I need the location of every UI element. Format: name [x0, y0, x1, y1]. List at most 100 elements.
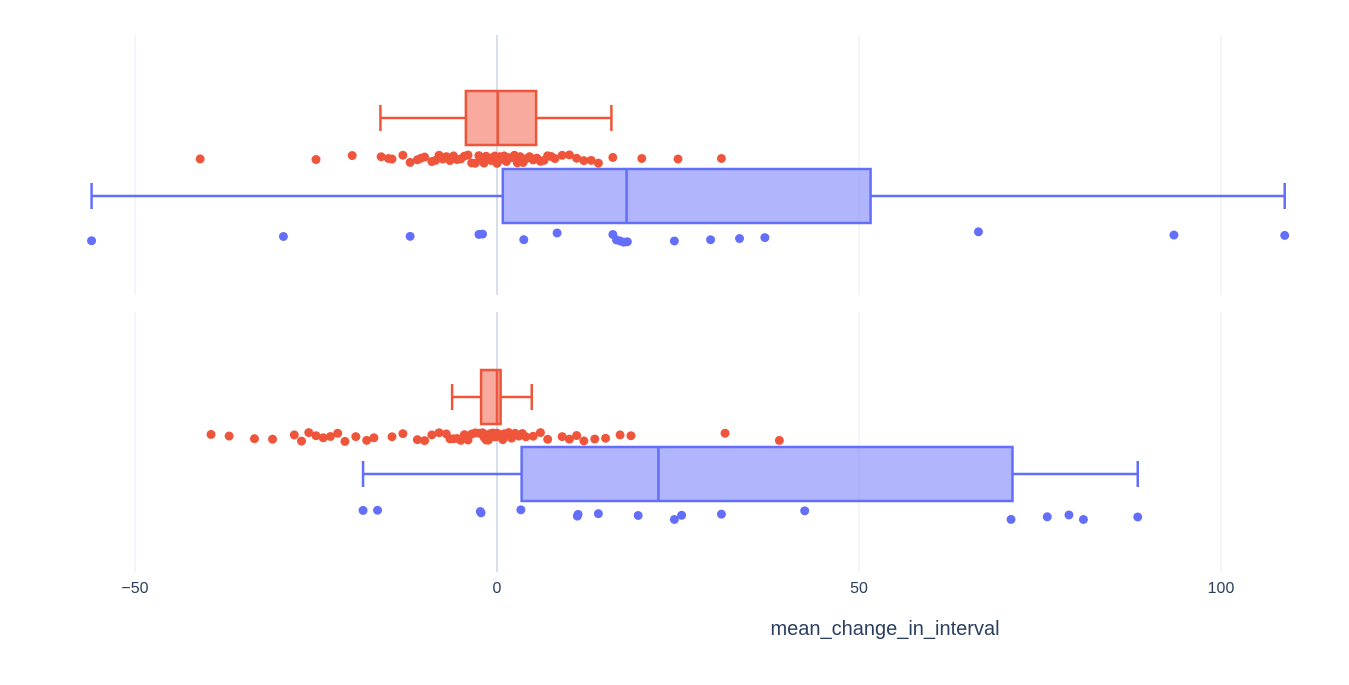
data-point — [362, 435, 372, 445]
data-point — [398, 150, 408, 160]
data-point — [1133, 512, 1143, 522]
data-point — [557, 150, 567, 160]
red-box-trace — [450, 368, 534, 426]
data-point — [405, 231, 415, 241]
data-point — [311, 431, 321, 441]
data-point — [706, 235, 716, 245]
data-point — [579, 436, 589, 446]
data-point — [1006, 514, 1016, 524]
data-point — [573, 509, 583, 519]
data-point — [376, 152, 386, 162]
data-point — [677, 510, 687, 520]
data-point — [552, 228, 562, 238]
x-tick-label: 50 — [850, 580, 868, 597]
x-axis-title: mean_change_in_interval — [770, 618, 999, 640]
data-point — [289, 430, 299, 440]
data-point — [716, 509, 726, 519]
blue-box-trace — [90, 167, 1286, 225]
blue-points — [358, 505, 1143, 524]
data-point — [297, 436, 307, 446]
data-point — [760, 233, 770, 243]
data-point — [622, 237, 632, 247]
data-point — [1169, 230, 1179, 240]
iqr-box — [520, 445, 1014, 503]
red-points — [206, 428, 784, 446]
data-point — [535, 428, 545, 438]
data-point — [311, 155, 321, 165]
blue-points — [87, 227, 1290, 247]
data-point — [412, 435, 422, 445]
blue-box-trace — [361, 445, 1139, 503]
data-point — [1078, 514, 1088, 524]
data-point — [608, 152, 618, 162]
data-point — [333, 428, 343, 438]
data-point — [398, 429, 408, 439]
data-point — [720, 428, 730, 438]
data-point — [593, 509, 603, 519]
data-point — [973, 227, 983, 237]
data-point — [521, 432, 531, 442]
data-point — [735, 234, 745, 244]
data-point — [564, 150, 574, 160]
data-point — [1280, 230, 1290, 240]
data-point — [579, 156, 589, 166]
data-point — [774, 435, 784, 445]
data-point — [550, 154, 560, 164]
red-box-trace — [379, 89, 613, 147]
data-point — [373, 505, 383, 515]
data-point — [800, 506, 810, 516]
data-point — [387, 432, 397, 442]
red-points — [195, 150, 726, 168]
data-point — [716, 153, 726, 163]
grid-layer — [134, 35, 1222, 572]
data-point — [669, 514, 679, 524]
data-point — [434, 428, 444, 438]
data-point — [249, 434, 259, 444]
data-point — [633, 510, 643, 520]
data-point — [1042, 512, 1052, 522]
data-point — [572, 431, 582, 441]
x-tick-label: 0 — [493, 580, 502, 597]
data-point — [476, 508, 486, 518]
data-point — [268, 434, 278, 444]
data-point — [669, 236, 679, 246]
data-point — [626, 431, 636, 441]
data-point — [586, 155, 596, 165]
data-point — [87, 236, 97, 246]
iqr-box — [479, 368, 502, 426]
data-point — [405, 157, 415, 167]
data-point — [543, 434, 553, 444]
data-point — [528, 431, 538, 441]
data-point — [369, 433, 379, 443]
data-point — [593, 158, 603, 168]
data-point — [340, 436, 350, 446]
point-layer — [87, 150, 1290, 524]
data-point — [516, 505, 526, 515]
data-point — [325, 431, 335, 441]
data-point — [463, 150, 473, 160]
data-point — [572, 153, 582, 163]
data-point — [347, 151, 357, 161]
data-point — [304, 428, 314, 438]
data-point — [557, 432, 567, 442]
data-point — [420, 152, 430, 162]
x-axis-ticks: −50 0 50 100 — [121, 580, 1234, 597]
data-point — [564, 434, 574, 444]
data-point — [351, 432, 361, 442]
data-point — [637, 153, 647, 163]
data-point — [195, 154, 205, 164]
data-point — [590, 434, 600, 444]
data-point — [615, 430, 625, 440]
data-point — [519, 235, 529, 245]
data-point — [224, 431, 234, 441]
iqr-box — [501, 167, 872, 225]
data-point — [206, 429, 216, 439]
data-point — [673, 154, 683, 164]
data-point — [1064, 510, 1074, 520]
data-point — [420, 436, 430, 446]
data-point — [470, 158, 480, 168]
x-tick-label: 100 — [1208, 580, 1235, 597]
data-point — [358, 505, 368, 515]
